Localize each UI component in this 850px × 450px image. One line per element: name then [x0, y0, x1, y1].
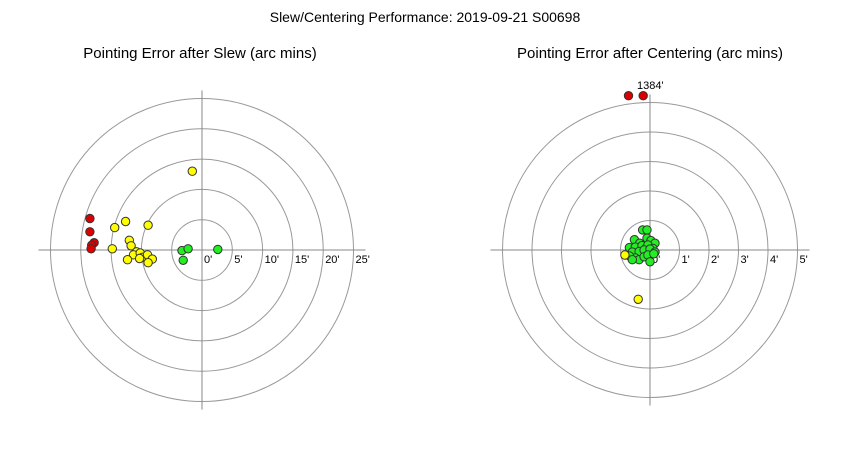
red-point [638, 91, 648, 101]
green-point [178, 255, 188, 265]
tick-label: 5' [800, 254, 808, 266]
tick-label: 4' [770, 254, 778, 266]
yellow-point [143, 220, 153, 230]
red-point [86, 244, 96, 254]
tick-label: 0' [652, 254, 660, 266]
yellow-point [143, 258, 153, 268]
green-point [183, 244, 193, 254]
figure-title: Slew/Centering Performance: 2019-09-21 S… [269, 9, 581, 25]
centering-error-chart: 0' 1' 2' 3' 4' 5' 1384' [490, 80, 810, 406]
green-point [627, 255, 637, 265]
green-point [645, 257, 655, 267]
yellow-point [620, 250, 630, 260]
tick-label: 1' [682, 254, 690, 266]
green-point [649, 249, 659, 259]
green-point [213, 244, 223, 255]
tick-label: 15' [295, 254, 309, 266]
red-point [85, 227, 95, 237]
offscale-label: 1384' [637, 80, 664, 92]
tick-label: 5' [234, 254, 242, 266]
tick-label: 0' [204, 254, 212, 266]
yellow-point [107, 244, 118, 254]
tick-label: 2' [711, 254, 719, 266]
tick-label: 20' [325, 254, 339, 266]
yellow-point [187, 166, 198, 176]
yellow-point [134, 253, 145, 264]
tick-label: 10' [265, 254, 279, 266]
yellow-point [110, 222, 120, 233]
centering-chart-title: Pointing Error after Centering (arc mins… [517, 45, 783, 62]
tick-label: 25' [356, 254, 370, 266]
slew-error-chart: 0' 5' 10' 15' 20' 25' [38, 90, 370, 410]
green-point [642, 225, 652, 235]
tick-label: 3' [741, 254, 749, 266]
yellow-point [126, 241, 136, 251]
yellow-point [120, 216, 131, 227]
yellow-point [633, 294, 643, 304]
yellow-point [122, 255, 133, 265]
red-point [623, 91, 634, 101]
slew-chart-title: Pointing Error after Slew (arc mins) [83, 45, 317, 62]
red-point [85, 213, 95, 224]
